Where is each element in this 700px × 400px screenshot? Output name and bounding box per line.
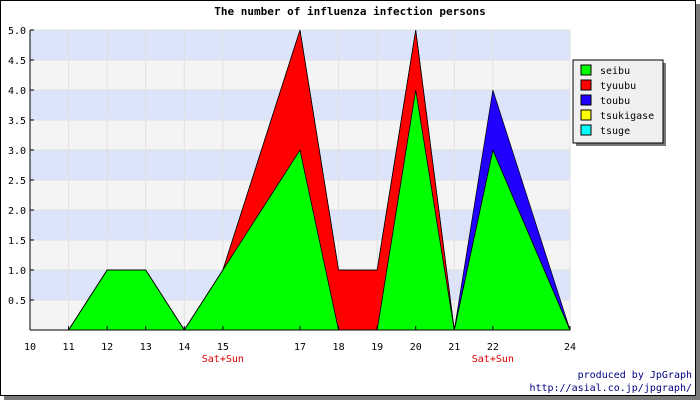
x-tick-label: 20 xyxy=(410,342,422,353)
x-sublabel: Sat+Sun xyxy=(202,354,244,365)
x-tick-label: 15 xyxy=(217,342,229,353)
legend-swatch-tyuubu xyxy=(580,79,592,91)
y-tick-label: 3.0 xyxy=(8,146,26,157)
legend-label-seibu: seibu xyxy=(600,66,630,77)
legend-label-tsuge: tsuge xyxy=(600,126,630,137)
y-tick-label: 1.0 xyxy=(8,266,26,277)
chart-title: The number of influenza infection person… xyxy=(214,5,486,18)
y-tick-labels: 0.5 1.0 1.5 2.0 2.5 3.0 3.5 4.0 4.5 5.0 xyxy=(8,26,26,307)
legend-swatch-seibu xyxy=(580,64,592,76)
x-tick-label: 21 xyxy=(448,342,460,353)
y-tick-label: 4.0 xyxy=(8,86,26,97)
y-tick-label: 1.5 xyxy=(8,236,26,247)
x-tick-label: 11 xyxy=(63,342,75,353)
credit-line-2[interactable]: http://asial.co.jp/jpgraph/ xyxy=(529,383,692,394)
x-tick-label: 17 xyxy=(294,342,306,353)
x-tick-label: 18 xyxy=(333,342,345,353)
x-sublabel: Sat+Sun xyxy=(472,354,514,365)
legend: seibu tyuubu toubu tsukigase tsuge xyxy=(572,59,666,146)
x-tick-label: 19 xyxy=(371,342,383,353)
x-tick-labels: 10 11 12 13 14 15 17 18 19 20 21 22 24 Sat+Sun Sat+Sun xyxy=(24,342,576,365)
axes xyxy=(29,29,571,331)
x-tick-label: 12 xyxy=(101,342,113,353)
y-tick-label: 3.5 xyxy=(8,116,26,127)
jpgraph-link[interactable]: http://asial.co.jp/jpgraph/ xyxy=(529,383,692,394)
legend-label-tyuubu: tyuubu xyxy=(600,81,636,92)
x-tick-label: 13 xyxy=(140,342,152,353)
x-tick-label: 24 xyxy=(564,342,576,353)
y-tick-label: 5.0 xyxy=(8,26,26,37)
legend-label-tsukigase: tsukigase xyxy=(600,111,654,122)
credit-line-1: produced by JpGraph xyxy=(578,370,692,381)
x-tick-label: 10 xyxy=(24,342,36,353)
legend-label-toubu: toubu xyxy=(600,96,630,107)
legend-swatch-tsuge xyxy=(580,124,592,136)
y-tick-label: 4.5 xyxy=(8,56,26,67)
x-tick-label: 14 xyxy=(178,342,190,353)
x-tick-label: 22 xyxy=(487,342,499,353)
y-tick-label: 2.0 xyxy=(8,206,26,217)
y-tick-label: 2.5 xyxy=(8,176,26,187)
legend-swatch-toubu xyxy=(580,94,592,106)
y-tick-label: 0.5 xyxy=(8,296,26,307)
legend-swatch-tsukigase xyxy=(580,109,592,121)
